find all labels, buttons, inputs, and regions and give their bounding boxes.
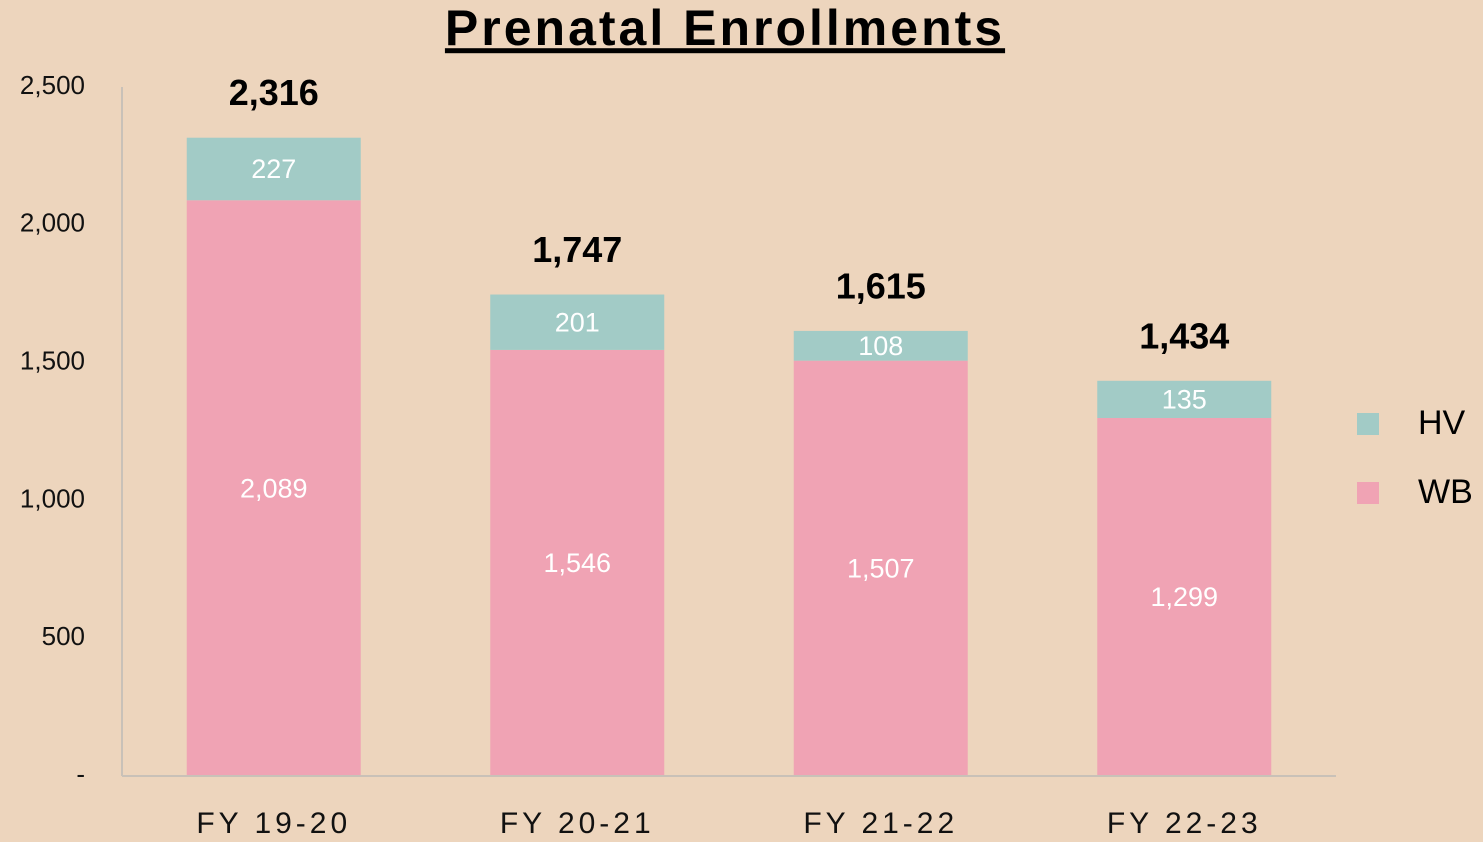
x-tick-label: FY 22-23 xyxy=(1107,807,1262,840)
total-label: 1,615 xyxy=(836,265,926,306)
bar-segment xyxy=(793,330,968,361)
x-tick-label: FY 20-21 xyxy=(500,807,655,840)
data-label: 1,546 xyxy=(543,548,611,578)
data-label: 227 xyxy=(251,154,296,184)
y-tick-label: 2,000 xyxy=(20,208,85,238)
bar-segment xyxy=(186,200,361,776)
y-tick-label: 1,500 xyxy=(20,345,85,375)
y-tick-label: - xyxy=(76,759,85,789)
total-label: 1,747 xyxy=(532,229,622,270)
x-tick-label: FY 21-22 xyxy=(803,807,958,840)
legend-swatch xyxy=(1357,413,1379,435)
bar-segment xyxy=(1097,380,1272,418)
legend-label: WB xyxy=(1418,473,1473,511)
total-label: 1,434 xyxy=(1139,315,1229,356)
data-label: 108 xyxy=(858,331,903,361)
bar-segment xyxy=(793,360,968,776)
y-tick-label: 2,500 xyxy=(20,70,85,100)
x-tick-label: FY 19-20 xyxy=(196,807,351,840)
bar-segment xyxy=(490,349,665,776)
data-label: 1,299 xyxy=(1150,582,1218,612)
legend-swatch xyxy=(1357,482,1379,504)
chart-title: Prenatal Enrollments xyxy=(445,0,1005,56)
y-tick-label: 500 xyxy=(42,621,85,651)
bar-segment xyxy=(490,294,665,350)
data-label: 201 xyxy=(555,307,600,337)
y-tick-label: 1,000 xyxy=(20,483,85,513)
bar-segment xyxy=(1097,417,1272,776)
data-label: 135 xyxy=(1162,385,1207,415)
data-label: 1,507 xyxy=(847,553,915,583)
data-label: 2,089 xyxy=(240,473,308,503)
total-label: 2,316 xyxy=(229,72,319,113)
bar-segment xyxy=(186,137,361,201)
legend-label: HV xyxy=(1418,404,1466,442)
